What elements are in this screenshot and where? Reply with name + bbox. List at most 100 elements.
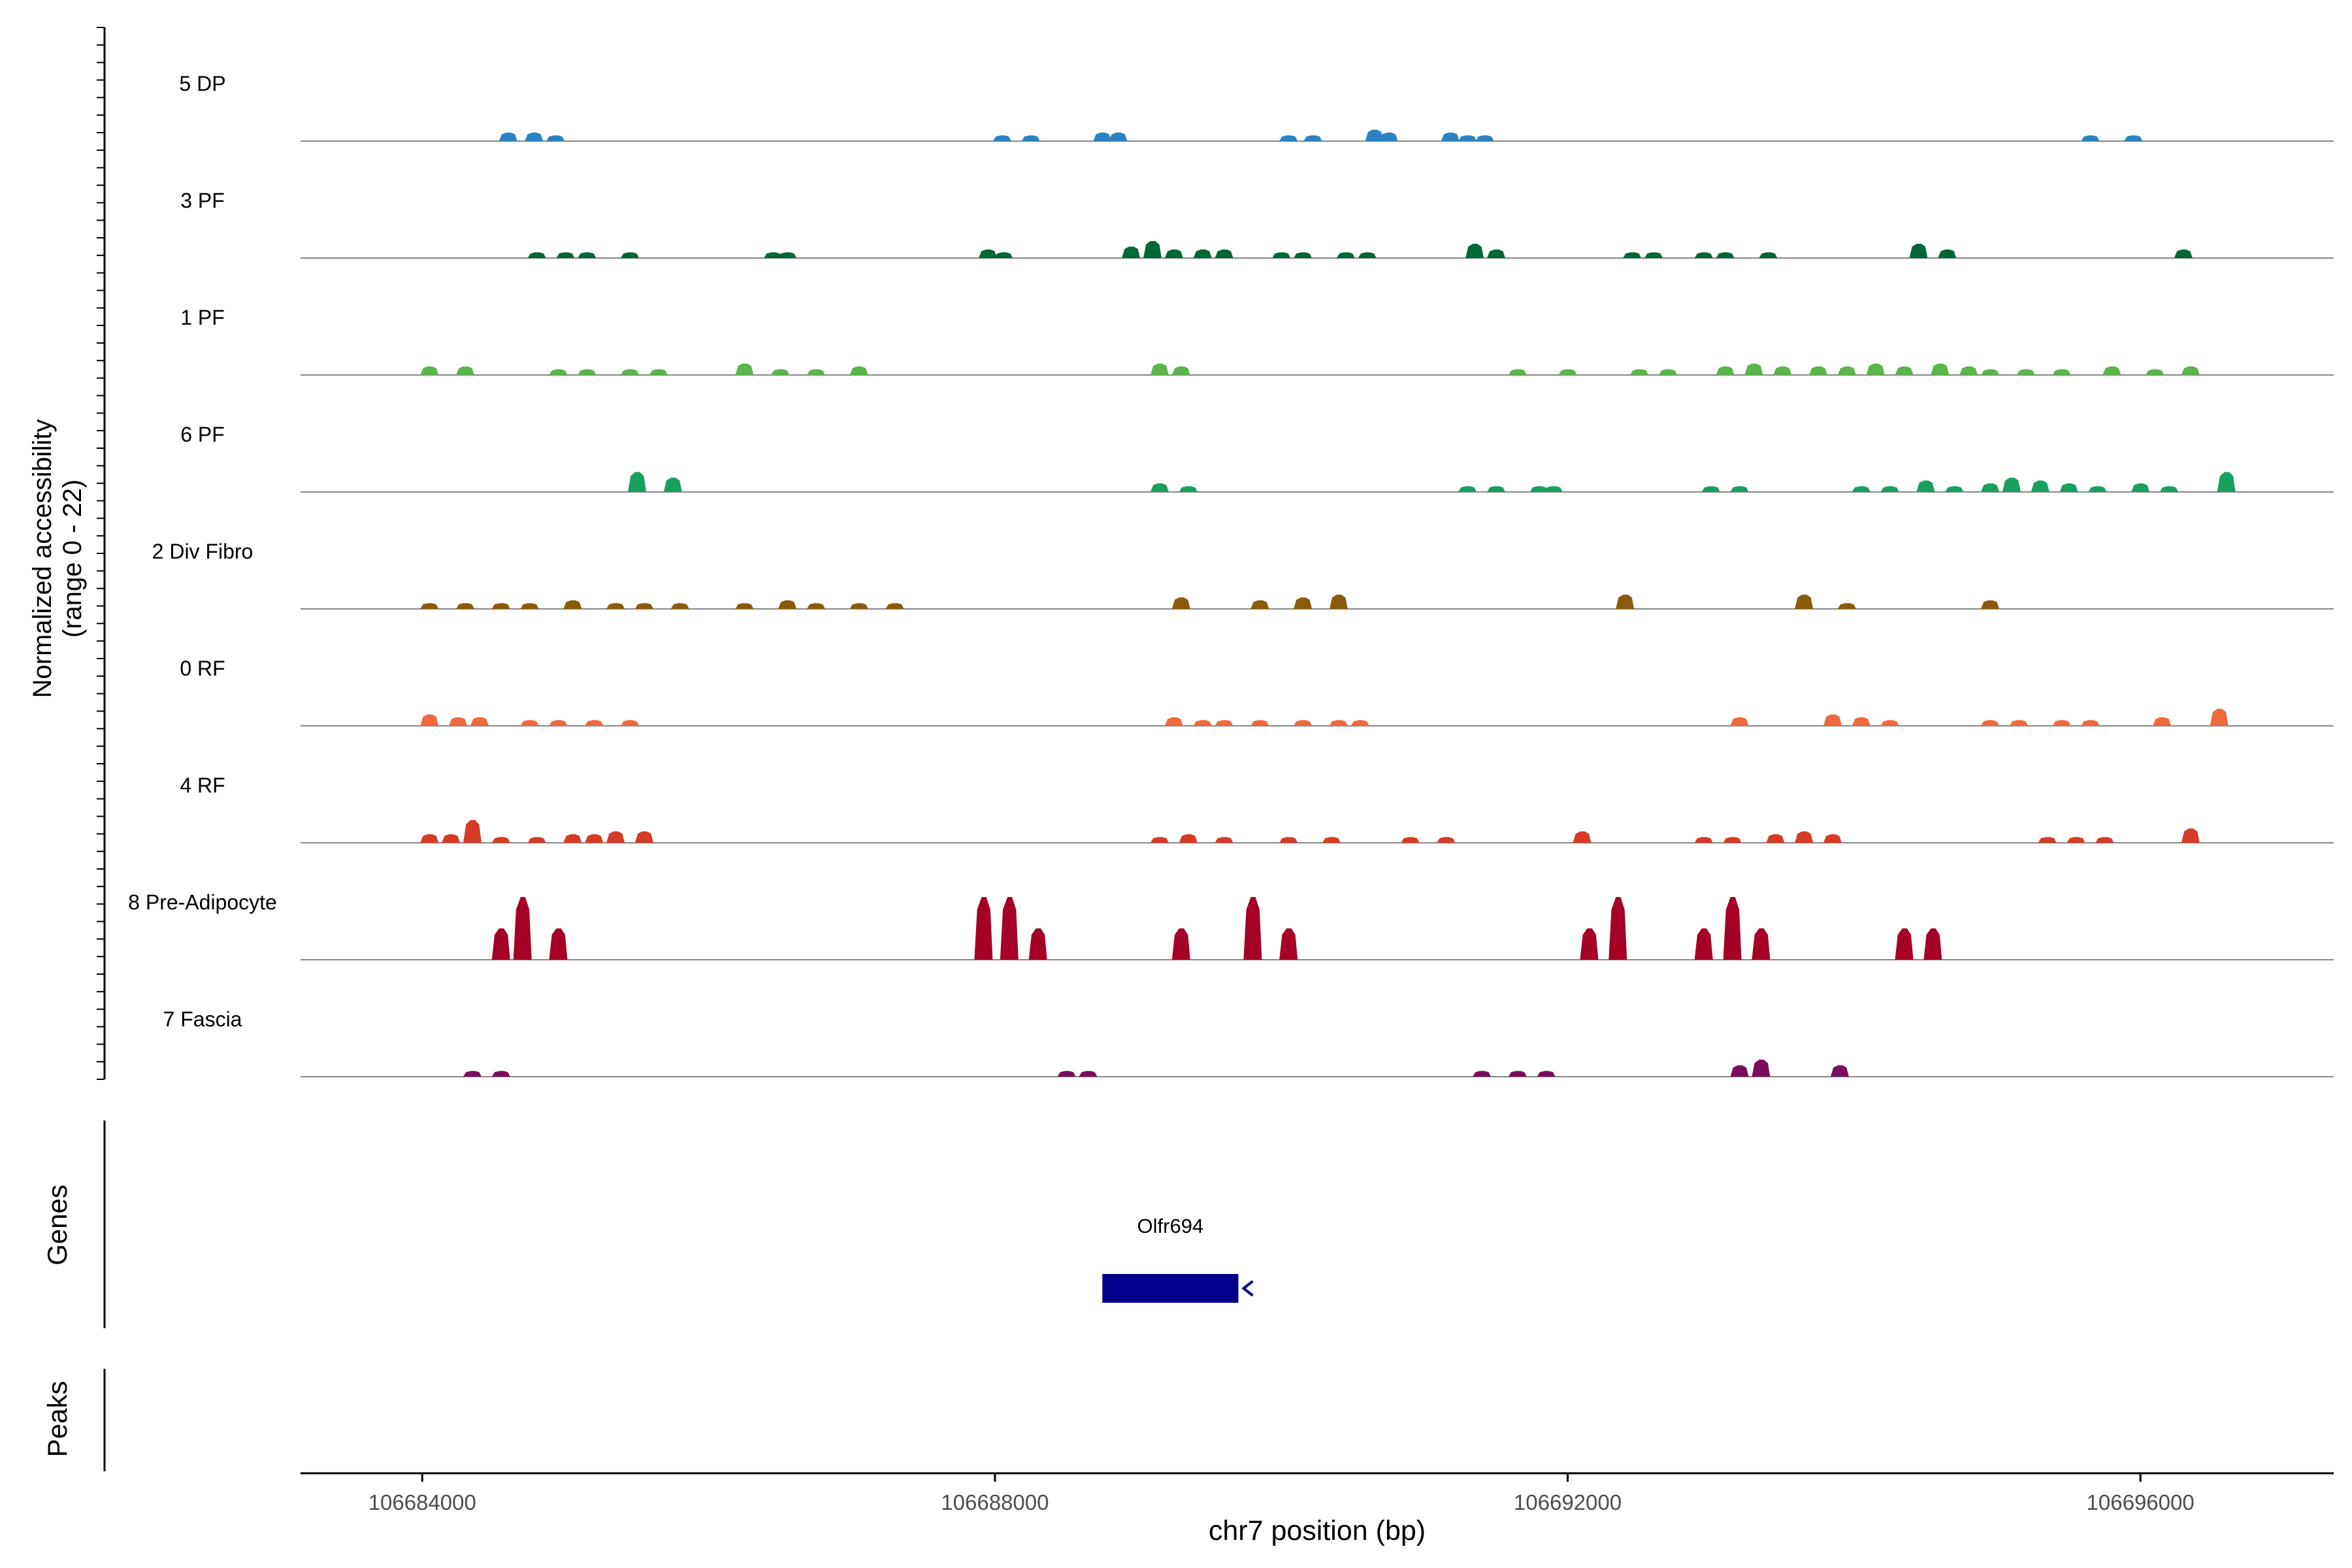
coverage-peak	[1093, 132, 1112, 141]
coverage-peak	[1215, 720, 1233, 726]
track-label: 7 Fascia	[163, 1007, 242, 1031]
coverage-peak	[1279, 135, 1298, 141]
coverage-peak	[1895, 366, 1914, 375]
y-axis-label-line2: (range 0 - 22)	[58, 480, 87, 638]
coverage-peak	[2081, 720, 2100, 726]
x-tick-label: 106688000	[941, 1490, 1049, 1514]
coverage-peak	[1795, 831, 1814, 843]
coverage-peak	[1508, 1071, 1527, 1077]
coverage-peak	[1294, 720, 1313, 726]
coverage-peak	[1723, 897, 1742, 960]
coverage-peak	[806, 369, 825, 375]
coverage-peak	[1143, 240, 1162, 258]
coverage-peak	[992, 135, 1011, 141]
coverage-peak	[771, 369, 790, 375]
coverage-peak	[563, 834, 582, 843]
coverage-peak	[1215, 837, 1233, 843]
track-label: 0 RF	[180, 657, 225, 680]
coverage-peak	[885, 603, 904, 609]
track-6: 0 RF	[180, 657, 2334, 727]
coverage-peak	[2002, 478, 2021, 492]
coverage-peak	[491, 837, 510, 843]
coverage-peak	[546, 135, 565, 141]
coverage-peak	[556, 252, 575, 258]
coverage-peak	[1852, 486, 1870, 492]
coverage-peak	[2081, 135, 2100, 141]
coverage-peak	[1701, 486, 1720, 492]
coverage-peak	[1458, 486, 1477, 492]
coverage-peak	[1079, 1071, 1098, 1077]
coverage-peak	[606, 831, 625, 843]
track-label: 1 PF	[180, 306, 225, 329]
coverage-peak	[649, 369, 668, 375]
coverage-peak	[1730, 1065, 1749, 1077]
coverage-peak	[1981, 600, 2000, 609]
coverage-peak	[1981, 483, 2000, 492]
track-4: 6 PF	[180, 423, 2334, 493]
coverage-peak	[1122, 246, 1141, 258]
coverage-peak	[2095, 837, 2114, 843]
coverage-peak	[1350, 720, 1369, 726]
coverage-peak	[1171, 366, 1190, 375]
coverage-peak	[2146, 369, 2164, 375]
coverage-peak	[1193, 720, 1212, 726]
coverage-peak	[1623, 252, 1642, 258]
coverage-peak	[2052, 369, 2071, 375]
coverage-peak	[1837, 603, 1856, 609]
coverage-peak	[463, 820, 482, 843]
coverage-peak	[1823, 834, 1842, 843]
coverage-peak	[1823, 714, 1842, 726]
coverage-peak	[663, 478, 682, 492]
coverage-peak	[1171, 928, 1190, 960]
gene-track: Olfr694	[1102, 1215, 1254, 1303]
coverage-peak	[563, 600, 582, 609]
coverage-peak	[1279, 837, 1298, 843]
coverage-peak	[1401, 837, 1420, 843]
coverage-peak	[778, 600, 797, 609]
coverage-peak	[513, 897, 532, 960]
coverage-peak	[1558, 369, 1577, 375]
coverage-peak	[1000, 897, 1019, 960]
coverage-peak	[2016, 369, 2035, 375]
coverage-peak	[2174, 249, 2193, 258]
coverage-peak	[1580, 928, 1599, 960]
coverage-peak	[1931, 363, 1950, 375]
coverage-peak	[1336, 252, 1355, 258]
coverage-peak	[1694, 837, 1713, 843]
coverage-peak	[2038, 837, 2057, 843]
coverage-peak	[527, 837, 546, 843]
coverage-peak	[1981, 720, 2000, 726]
coverage-peak	[520, 720, 539, 726]
coverage-peak	[1866, 363, 1885, 375]
coverage-peak	[1486, 486, 1505, 492]
coverage-peak	[1830, 1065, 1849, 1077]
coverage-peak	[1475, 135, 1494, 141]
coverage-peak	[1795, 595, 1814, 609]
coverage-peak	[1895, 928, 1914, 960]
coverage-peak	[2009, 720, 2028, 726]
coverage-peak	[1723, 837, 1742, 843]
coverage-peak	[1730, 486, 1749, 492]
coverage-peak	[2052, 720, 2071, 726]
coverage-peak	[1773, 366, 1792, 375]
coverage-peak	[621, 720, 640, 726]
coverage-peak	[1458, 135, 1477, 141]
coverage-peak	[527, 252, 546, 258]
genes-panel-label: Genes	[42, 1184, 73, 1266]
coverage-peak	[578, 252, 596, 258]
coverage-peak	[1959, 366, 1978, 375]
coverage-peak	[1529, 486, 1548, 492]
track-9: 7 Fascia	[163, 1007, 2334, 1077]
coverage-peak	[1880, 486, 1899, 492]
coverage-peak	[1809, 366, 1828, 375]
coverage-peak	[1644, 252, 1663, 258]
coverage-peak	[549, 369, 568, 375]
coverage-peak	[2153, 717, 2172, 726]
track-label: 5 DP	[179, 72, 225, 95]
coverage-peak	[1537, 1071, 1556, 1077]
coverage-peak	[1609, 897, 1627, 960]
coverage-peak	[2131, 483, 2150, 492]
coverage-peak	[2066, 837, 2085, 843]
coverage-peak	[420, 834, 439, 843]
coverage-peak	[525, 132, 544, 141]
